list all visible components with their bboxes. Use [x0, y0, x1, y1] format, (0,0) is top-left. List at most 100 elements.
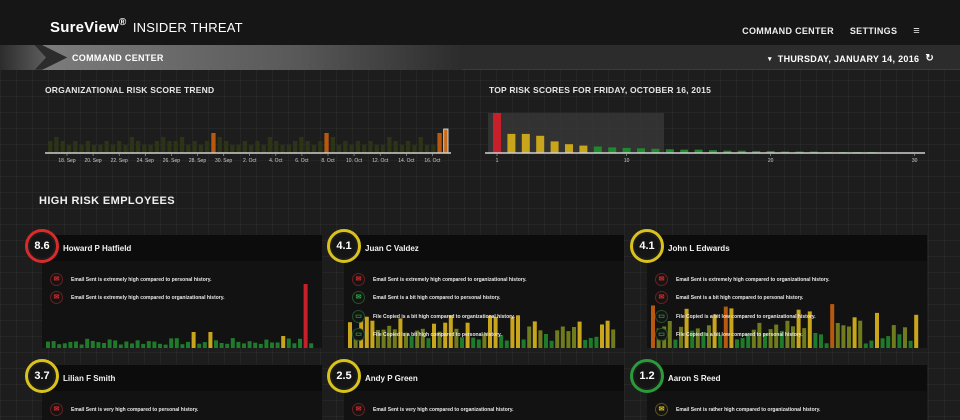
employee-name[interactable]: Aaron S Reed: [668, 374, 721, 383]
employee-card[interactable]: Juan C Valdez ✉ Email Sent is extremely hi…: [344, 235, 624, 348]
envelope-icon: ✉: [655, 291, 668, 304]
activity-bar: [679, 326, 683, 348]
risk-alert[interactable]: ✉ Email Sent is extremely high compared t…: [352, 273, 527, 286]
activity-bar: [74, 341, 78, 348]
current-date[interactable]: THURSDAY, JANUARY 14, 2016: [777, 53, 920, 64]
activity-bar: [96, 342, 101, 348]
employee-card[interactable]: Andy P Green ✉ Email Sent is very high com…: [344, 365, 624, 420]
risk-score-badge[interactable]: 4.1: [630, 229, 664, 263]
activity-bar: [465, 322, 470, 348]
risk-alert[interactable]: ✉ Email Sent is extremely high compared t…: [655, 273, 830, 286]
trend-bar: [437, 133, 442, 153]
risk-alert[interactable]: ✉ Email Sent is rather high compared to o…: [655, 403, 820, 416]
risk-score-badge[interactable]: 4.1: [327, 229, 361, 263]
activity-bar: [476, 339, 481, 348]
activity-bar: [757, 322, 762, 348]
activity-bar: [538, 330, 543, 348]
brand-registered-mark: ®: [118, 17, 127, 28]
breadcrumb-back-arrow[interactable]: [0, 45, 46, 70]
risk-alert-text: Email Sent is extremely high compared to…: [676, 276, 830, 283]
activity-bar: [908, 340, 913, 348]
refresh-icon[interactable]: ↻: [925, 53, 934, 64]
activity-bar: [611, 329, 616, 348]
activity-bar: [158, 343, 162, 348]
activity-bar: [264, 339, 269, 348]
menu-icon[interactable]: ≡: [913, 25, 920, 37]
top-score-bar: [593, 146, 602, 153]
trend-tick-label: 6. Oct: [295, 158, 309, 164]
brand-name: SureView: [50, 19, 119, 36]
folder-icon: ▭: [655, 328, 668, 341]
risk-score-badge[interactable]: 8.6: [25, 229, 59, 263]
trend-bar: [336, 145, 342, 153]
risk-score-badge[interactable]: 2.5: [327, 359, 361, 393]
activity-bar: [891, 325, 896, 348]
risk-score-badge[interactable]: 3.7: [25, 359, 59, 393]
trend-bar: [343, 141, 348, 153]
date-picker[interactable]: ▾ THURSDAY, JANUARY 14, 2016 ↻: [768, 53, 934, 64]
trend-tick-label: 8. Oct: [321, 158, 335, 164]
employee-name[interactable]: Andy P Green: [365, 374, 418, 383]
activity-bar: [163, 344, 168, 348]
activity-bar: [499, 335, 504, 348]
trend-bar: [399, 145, 405, 153]
risk-alert[interactable]: ▭ File Copied is a bit low compared to or…: [655, 310, 816, 323]
employee-card[interactable]: Aaron S Reed ✉ Email Sent is rather high c…: [647, 365, 927, 420]
activity-bar: [594, 336, 599, 348]
activity-bar: [651, 305, 655, 348]
risk-alert[interactable]: ✉ Email Sent is very high compared to org…: [352, 403, 514, 416]
trend-bar: [406, 141, 411, 153]
top-bar: SureView® INSIDER THREAT COMMAND CENTER …: [0, 0, 960, 45]
top-score-bar: [493, 113, 501, 153]
risk-alert-text: Email Sent is extremely high compared to…: [71, 294, 225, 301]
trend-bar: [299, 137, 304, 153]
activity-bar: [707, 325, 711, 348]
risk-alert[interactable]: ✉ Email Sent is very high compared to per…: [50, 403, 198, 416]
trend-bar: [223, 141, 229, 153]
activity-bar: [493, 316, 498, 348]
chevron-down-icon[interactable]: ▾: [767, 55, 772, 63]
trend-bar: [305, 141, 310, 153]
nav-command-center[interactable]: COMMAND CENTER: [742, 26, 834, 36]
nav-settings[interactable]: SETTINGS: [849, 26, 898, 36]
activity-bar: [409, 336, 414, 348]
employee-name[interactable]: Juan C Valdez: [365, 244, 419, 253]
trend-chart-title: ORGANIZATIONAL RISK SCORE TREND: [45, 85, 215, 95]
activity-bar: [560, 326, 565, 348]
employee-card[interactable]: John L Edwards ✉ Email Sent is extremely h…: [647, 235, 927, 348]
breadcrumb-bar: COMMAND CENTER ▾ THURSDAY, JANUARY 14, 2…: [0, 45, 960, 70]
risk-alert[interactable]: ✉ Email Sent is extremely high compared t…: [50, 273, 212, 286]
activity-bar: [225, 343, 230, 348]
activity-bar: [90, 340, 95, 348]
app-logo[interactable]: SureView® INSIDER THREAT: [50, 17, 243, 36]
risk-alert[interactable]: ▭ File Copied is a bit low compared to pe…: [655, 328, 803, 341]
employee-card[interactable]: Lilian F Smith ✉ Email Sent is very high c…: [42, 365, 322, 420]
activity-bar: [420, 328, 425, 348]
risk-alert[interactable]: ▭ File Copied is a bit high compared to o…: [352, 310, 515, 323]
activity-bar: [124, 341, 129, 348]
employee-activity-chart: [46, 284, 314, 348]
risk-alert[interactable]: ▭ File Copied is a bit high compared to p…: [352, 328, 502, 341]
risk-alert[interactable]: ✉ Email Sent is extremely high compared t…: [50, 291, 225, 304]
employee-name[interactable]: Lilian F Smith: [63, 374, 116, 383]
activity-bar: [735, 339, 739, 348]
trend-bar: [267, 137, 273, 153]
risk-alert[interactable]: ✉ Email Sent is a bit high compared to pe…: [655, 291, 803, 304]
trend-tick-label: 12. Oct: [372, 158, 389, 164]
risk-alert[interactable]: ✉ Email Sent is a bit high compared to pe…: [352, 291, 500, 304]
activity-bar: [135, 340, 140, 348]
activity-bar: [85, 338, 90, 348]
activity-bar: [387, 325, 392, 348]
activity-bar: [186, 341, 190, 348]
top-score-bar: [521, 133, 530, 153]
trend-bar: [211, 133, 216, 153]
employee-name[interactable]: Howard P Hatfield: [63, 244, 132, 253]
employee-name[interactable]: John L Edwards: [668, 244, 730, 253]
trend-bar: [230, 145, 235, 153]
activity-bar: [180, 344, 185, 348]
risk-score-badge[interactable]: 1.2: [630, 359, 664, 393]
employee-card[interactable]: Howard P Hatfield ✉ Email Sent is extremel…: [42, 235, 322, 348]
top-score-bar: [723, 150, 732, 153]
envelope-icon: ✉: [50, 291, 63, 304]
activity-bar: [897, 334, 902, 348]
